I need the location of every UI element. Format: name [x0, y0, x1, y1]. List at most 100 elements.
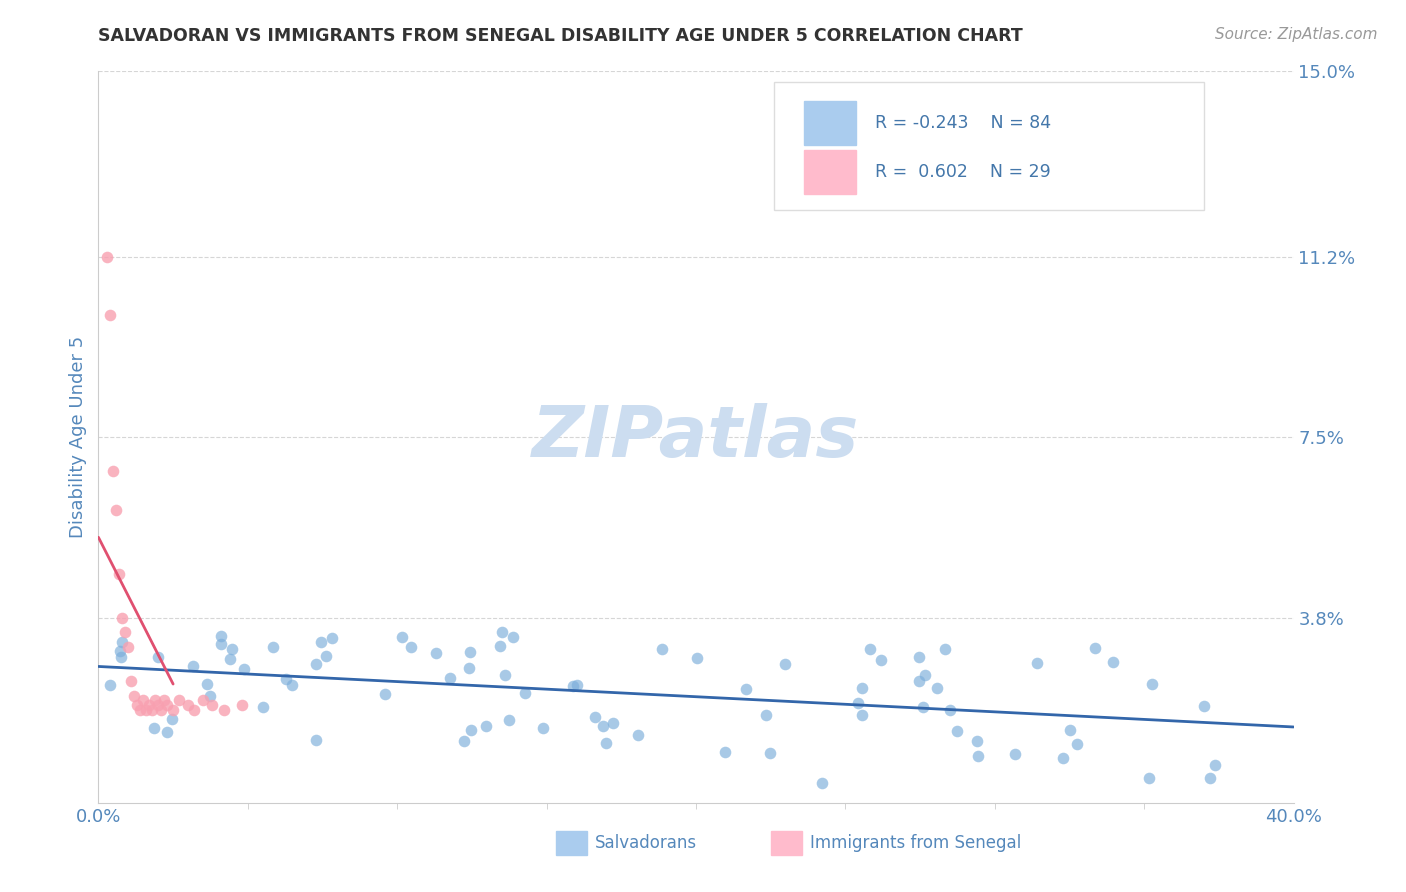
Point	[602, 716, 624, 731]
Point	[1192, 698, 1215, 713]
Point	[458, 645, 481, 659]
Point	[105, 503, 128, 517]
Point	[494, 668, 516, 682]
FancyBboxPatch shape	[773, 82, 1204, 211]
Point	[167, 693, 190, 707]
Text: SALVADORAN VS IMMIGRANTS FROM SENEGAL DISABILITY AGE UNDER 5 CORRELATION CHART: SALVADORAN VS IMMIGRANTS FROM SENEGAL DI…	[98, 27, 1024, 45]
Point	[531, 721, 554, 735]
Point	[321, 631, 343, 645]
Point	[686, 650, 709, 665]
Point	[1204, 757, 1226, 772]
Point	[146, 649, 169, 664]
Point	[143, 693, 166, 707]
Point	[262, 640, 284, 654]
Point	[734, 682, 756, 697]
Point	[108, 644, 131, 658]
Point	[212, 703, 235, 717]
Text: R = -0.243    N = 84: R = -0.243 N = 84	[875, 114, 1052, 132]
Point	[1059, 723, 1081, 738]
Point	[127, 698, 149, 713]
Point	[908, 650, 931, 665]
Point	[474, 719, 496, 733]
Point	[460, 723, 482, 738]
Point	[562, 679, 585, 693]
FancyBboxPatch shape	[772, 830, 803, 855]
Text: ZIPatlas: ZIPatlas	[533, 402, 859, 472]
Point	[1066, 737, 1088, 751]
Point	[1142, 677, 1164, 691]
Point	[755, 708, 778, 723]
Point	[498, 713, 520, 727]
Point	[374, 687, 396, 701]
Point	[98, 678, 121, 692]
Point	[491, 625, 513, 640]
Point	[135, 703, 157, 717]
Point	[946, 724, 969, 739]
Point	[869, 653, 891, 667]
Point	[399, 640, 422, 654]
Point	[195, 677, 218, 691]
Point	[595, 736, 617, 750]
Point	[138, 698, 160, 713]
Point	[129, 703, 152, 717]
Point	[457, 661, 479, 675]
Point	[148, 698, 170, 713]
Point	[592, 719, 614, 733]
Point	[1198, 772, 1220, 786]
Point	[583, 710, 606, 724]
Point	[925, 681, 948, 695]
Point	[221, 642, 243, 657]
Point	[198, 689, 221, 703]
Point	[156, 724, 179, 739]
Point	[513, 686, 536, 700]
Point	[811, 776, 834, 790]
Point	[773, 657, 796, 672]
Point	[851, 707, 873, 722]
Point	[153, 693, 176, 707]
Point	[110, 649, 132, 664]
Y-axis label: Disability Age Under 5: Disability Age Under 5	[69, 336, 87, 538]
Point	[439, 671, 461, 685]
Point	[908, 673, 931, 688]
Point	[177, 698, 200, 713]
Point	[1026, 656, 1049, 670]
Point	[967, 749, 990, 764]
Point	[233, 662, 256, 676]
Point	[934, 642, 956, 657]
Point	[209, 629, 232, 643]
Point	[191, 693, 214, 707]
Point	[280, 677, 302, 691]
Point	[96, 250, 118, 264]
Point	[1004, 747, 1026, 761]
Point	[305, 733, 328, 747]
Point	[1137, 772, 1160, 786]
Point	[103, 464, 125, 478]
Point	[183, 703, 205, 717]
Point	[160, 713, 183, 727]
Text: Immigrants from Senegal: Immigrants from Senegal	[810, 834, 1021, 852]
Point	[209, 637, 232, 651]
FancyBboxPatch shape	[804, 150, 856, 194]
Point	[141, 703, 163, 717]
Point	[502, 630, 524, 644]
Point	[219, 652, 242, 666]
Point	[567, 678, 589, 692]
FancyBboxPatch shape	[557, 830, 588, 855]
Point	[651, 641, 673, 656]
Point	[150, 703, 173, 717]
Point	[111, 610, 134, 624]
Text: Salvadorans: Salvadorans	[595, 834, 696, 852]
Point	[252, 700, 274, 714]
Text: R =  0.602    N = 29: R = 0.602 N = 29	[875, 163, 1050, 181]
Point	[181, 659, 204, 673]
Point	[162, 703, 184, 717]
Point	[453, 734, 475, 748]
Point	[758, 746, 780, 760]
Point	[1084, 640, 1107, 655]
Point	[912, 700, 935, 714]
Point	[315, 648, 337, 663]
Point	[114, 625, 136, 640]
Point	[1052, 750, 1074, 764]
Point	[713, 745, 735, 759]
Point	[488, 639, 510, 653]
